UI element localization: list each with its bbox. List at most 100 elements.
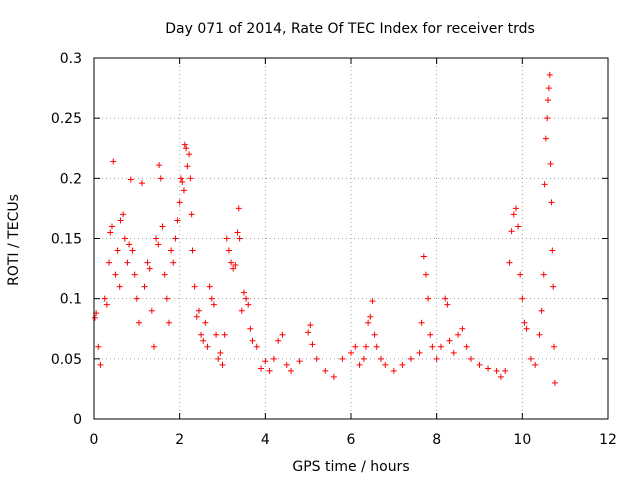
data-point — [541, 181, 548, 188]
data-point — [508, 228, 515, 235]
data-point — [105, 259, 112, 266]
data-point — [309, 341, 316, 348]
x-tick-label: 0 — [90, 432, 99, 448]
data-point — [127, 176, 134, 183]
data-point — [455, 331, 462, 338]
data-point — [243, 295, 250, 302]
data-point — [129, 247, 136, 254]
data-point — [179, 178, 186, 185]
data-point — [467, 355, 474, 362]
data-point — [228, 259, 235, 266]
data-point — [198, 331, 205, 338]
data-point — [330, 373, 337, 380]
data-point — [253, 343, 260, 350]
data-point — [133, 295, 140, 302]
data-point — [114, 247, 121, 254]
y-tick-label: 0.25 — [51, 111, 82, 127]
data-point — [446, 337, 453, 344]
data-point — [485, 365, 492, 372]
data-point — [459, 325, 466, 332]
data-point — [275, 337, 282, 344]
data-point — [184, 163, 191, 170]
data-point — [356, 361, 363, 368]
data-point — [103, 301, 110, 308]
data-point — [545, 85, 552, 92]
data-point — [420, 253, 427, 260]
data-point — [101, 295, 108, 302]
data-point — [230, 265, 237, 272]
data-point — [437, 343, 444, 350]
data-point — [532, 361, 539, 368]
data-point — [191, 283, 198, 290]
data-point — [266, 367, 273, 374]
data-point — [206, 283, 213, 290]
data-point — [444, 301, 451, 308]
data-point — [135, 319, 142, 326]
data-point — [144, 259, 151, 266]
data-point — [288, 367, 295, 374]
data-point — [172, 235, 179, 242]
data-point — [97, 361, 104, 368]
data-point — [307, 322, 314, 329]
data-point — [187, 175, 194, 182]
data-point — [390, 367, 397, 374]
data-point — [204, 343, 211, 350]
data-point — [463, 343, 470, 350]
data-point — [108, 223, 115, 230]
data-point — [163, 295, 170, 302]
data-point — [217, 349, 224, 356]
data-point — [238, 307, 245, 314]
data-point — [188, 211, 195, 218]
data-point — [515, 223, 522, 230]
data-point — [213, 331, 220, 338]
data-point — [493, 367, 500, 374]
data-point — [150, 343, 157, 350]
data-point — [416, 349, 423, 356]
data-point — [124, 259, 131, 266]
data-point — [210, 301, 217, 308]
data-point — [189, 247, 196, 254]
data-point — [193, 313, 200, 320]
data-point — [148, 307, 155, 314]
data-point — [521, 319, 528, 326]
x-tick-label: 12 — [599, 432, 617, 448]
data-point — [279, 331, 286, 338]
data-point — [377, 355, 384, 362]
y-tick-label: 0.15 — [51, 232, 82, 248]
data-point — [512, 205, 519, 212]
data-point — [117, 217, 124, 224]
data-point — [360, 355, 367, 362]
data-point — [181, 141, 188, 148]
data-point — [116, 283, 123, 290]
data-point — [159, 223, 166, 230]
data-point — [549, 247, 556, 254]
data-point — [547, 160, 554, 167]
data-point — [157, 175, 164, 182]
data-point — [527, 355, 534, 362]
data-point — [91, 314, 98, 321]
x-axis-label: GPS time / hours — [292, 459, 409, 475]
chart-title: Day 071 of 2014, Rate Of TEC Index for r… — [165, 21, 535, 37]
data-point — [107, 229, 114, 236]
x-tick-label: 6 — [347, 432, 356, 448]
data-point — [382, 361, 389, 368]
data-point — [121, 235, 128, 242]
data-point — [540, 271, 547, 278]
data-point — [200, 337, 207, 344]
data-point — [506, 259, 513, 266]
data-point — [112, 271, 119, 278]
y-tick-label: 0.2 — [60, 171, 82, 187]
data-point — [138, 180, 145, 187]
data-point — [247, 325, 254, 332]
data-point — [131, 271, 138, 278]
data-point — [348, 349, 354, 356]
data-point — [551, 343, 558, 350]
data-point — [180, 187, 187, 194]
data-point — [371, 331, 378, 338]
data-point — [165, 319, 172, 326]
data-point — [476, 361, 483, 368]
data-point — [313, 355, 320, 362]
data-point — [538, 307, 545, 314]
data-point — [369, 298, 376, 305]
data-point — [258, 365, 265, 372]
